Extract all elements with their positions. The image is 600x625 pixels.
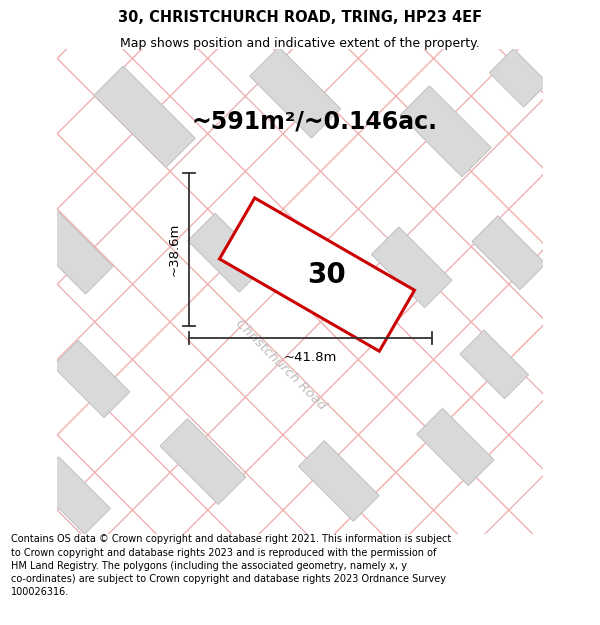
Polygon shape bbox=[371, 227, 452, 308]
Text: Map shows position and indicative extent of the property.: Map shows position and indicative extent… bbox=[120, 36, 480, 49]
Polygon shape bbox=[94, 66, 195, 168]
Text: ~591m²/~0.146ac.: ~591m²/~0.146ac. bbox=[191, 109, 437, 134]
Text: Christchurch Road: Christchurch Road bbox=[233, 317, 328, 412]
Text: ~38.6m: ~38.6m bbox=[167, 222, 181, 276]
Polygon shape bbox=[400, 86, 491, 177]
Polygon shape bbox=[53, 341, 130, 418]
Text: ~41.8m: ~41.8m bbox=[284, 351, 337, 364]
Polygon shape bbox=[250, 47, 341, 138]
Text: 30, CHRISTCHURCH ROAD, TRING, HP23 4EF: 30, CHRISTCHURCH ROAD, TRING, HP23 4EF bbox=[118, 10, 482, 25]
Text: 30: 30 bbox=[307, 261, 346, 289]
Polygon shape bbox=[160, 419, 246, 504]
Polygon shape bbox=[299, 441, 379, 521]
Polygon shape bbox=[460, 330, 529, 399]
Polygon shape bbox=[490, 49, 548, 107]
Polygon shape bbox=[472, 216, 546, 289]
Polygon shape bbox=[220, 198, 415, 351]
Polygon shape bbox=[417, 408, 494, 486]
Text: Contains OS data © Crown copyright and database right 2021. This information is : Contains OS data © Crown copyright and d… bbox=[11, 534, 451, 597]
Polygon shape bbox=[188, 213, 266, 292]
Polygon shape bbox=[31, 211, 113, 294]
Polygon shape bbox=[33, 457, 110, 534]
